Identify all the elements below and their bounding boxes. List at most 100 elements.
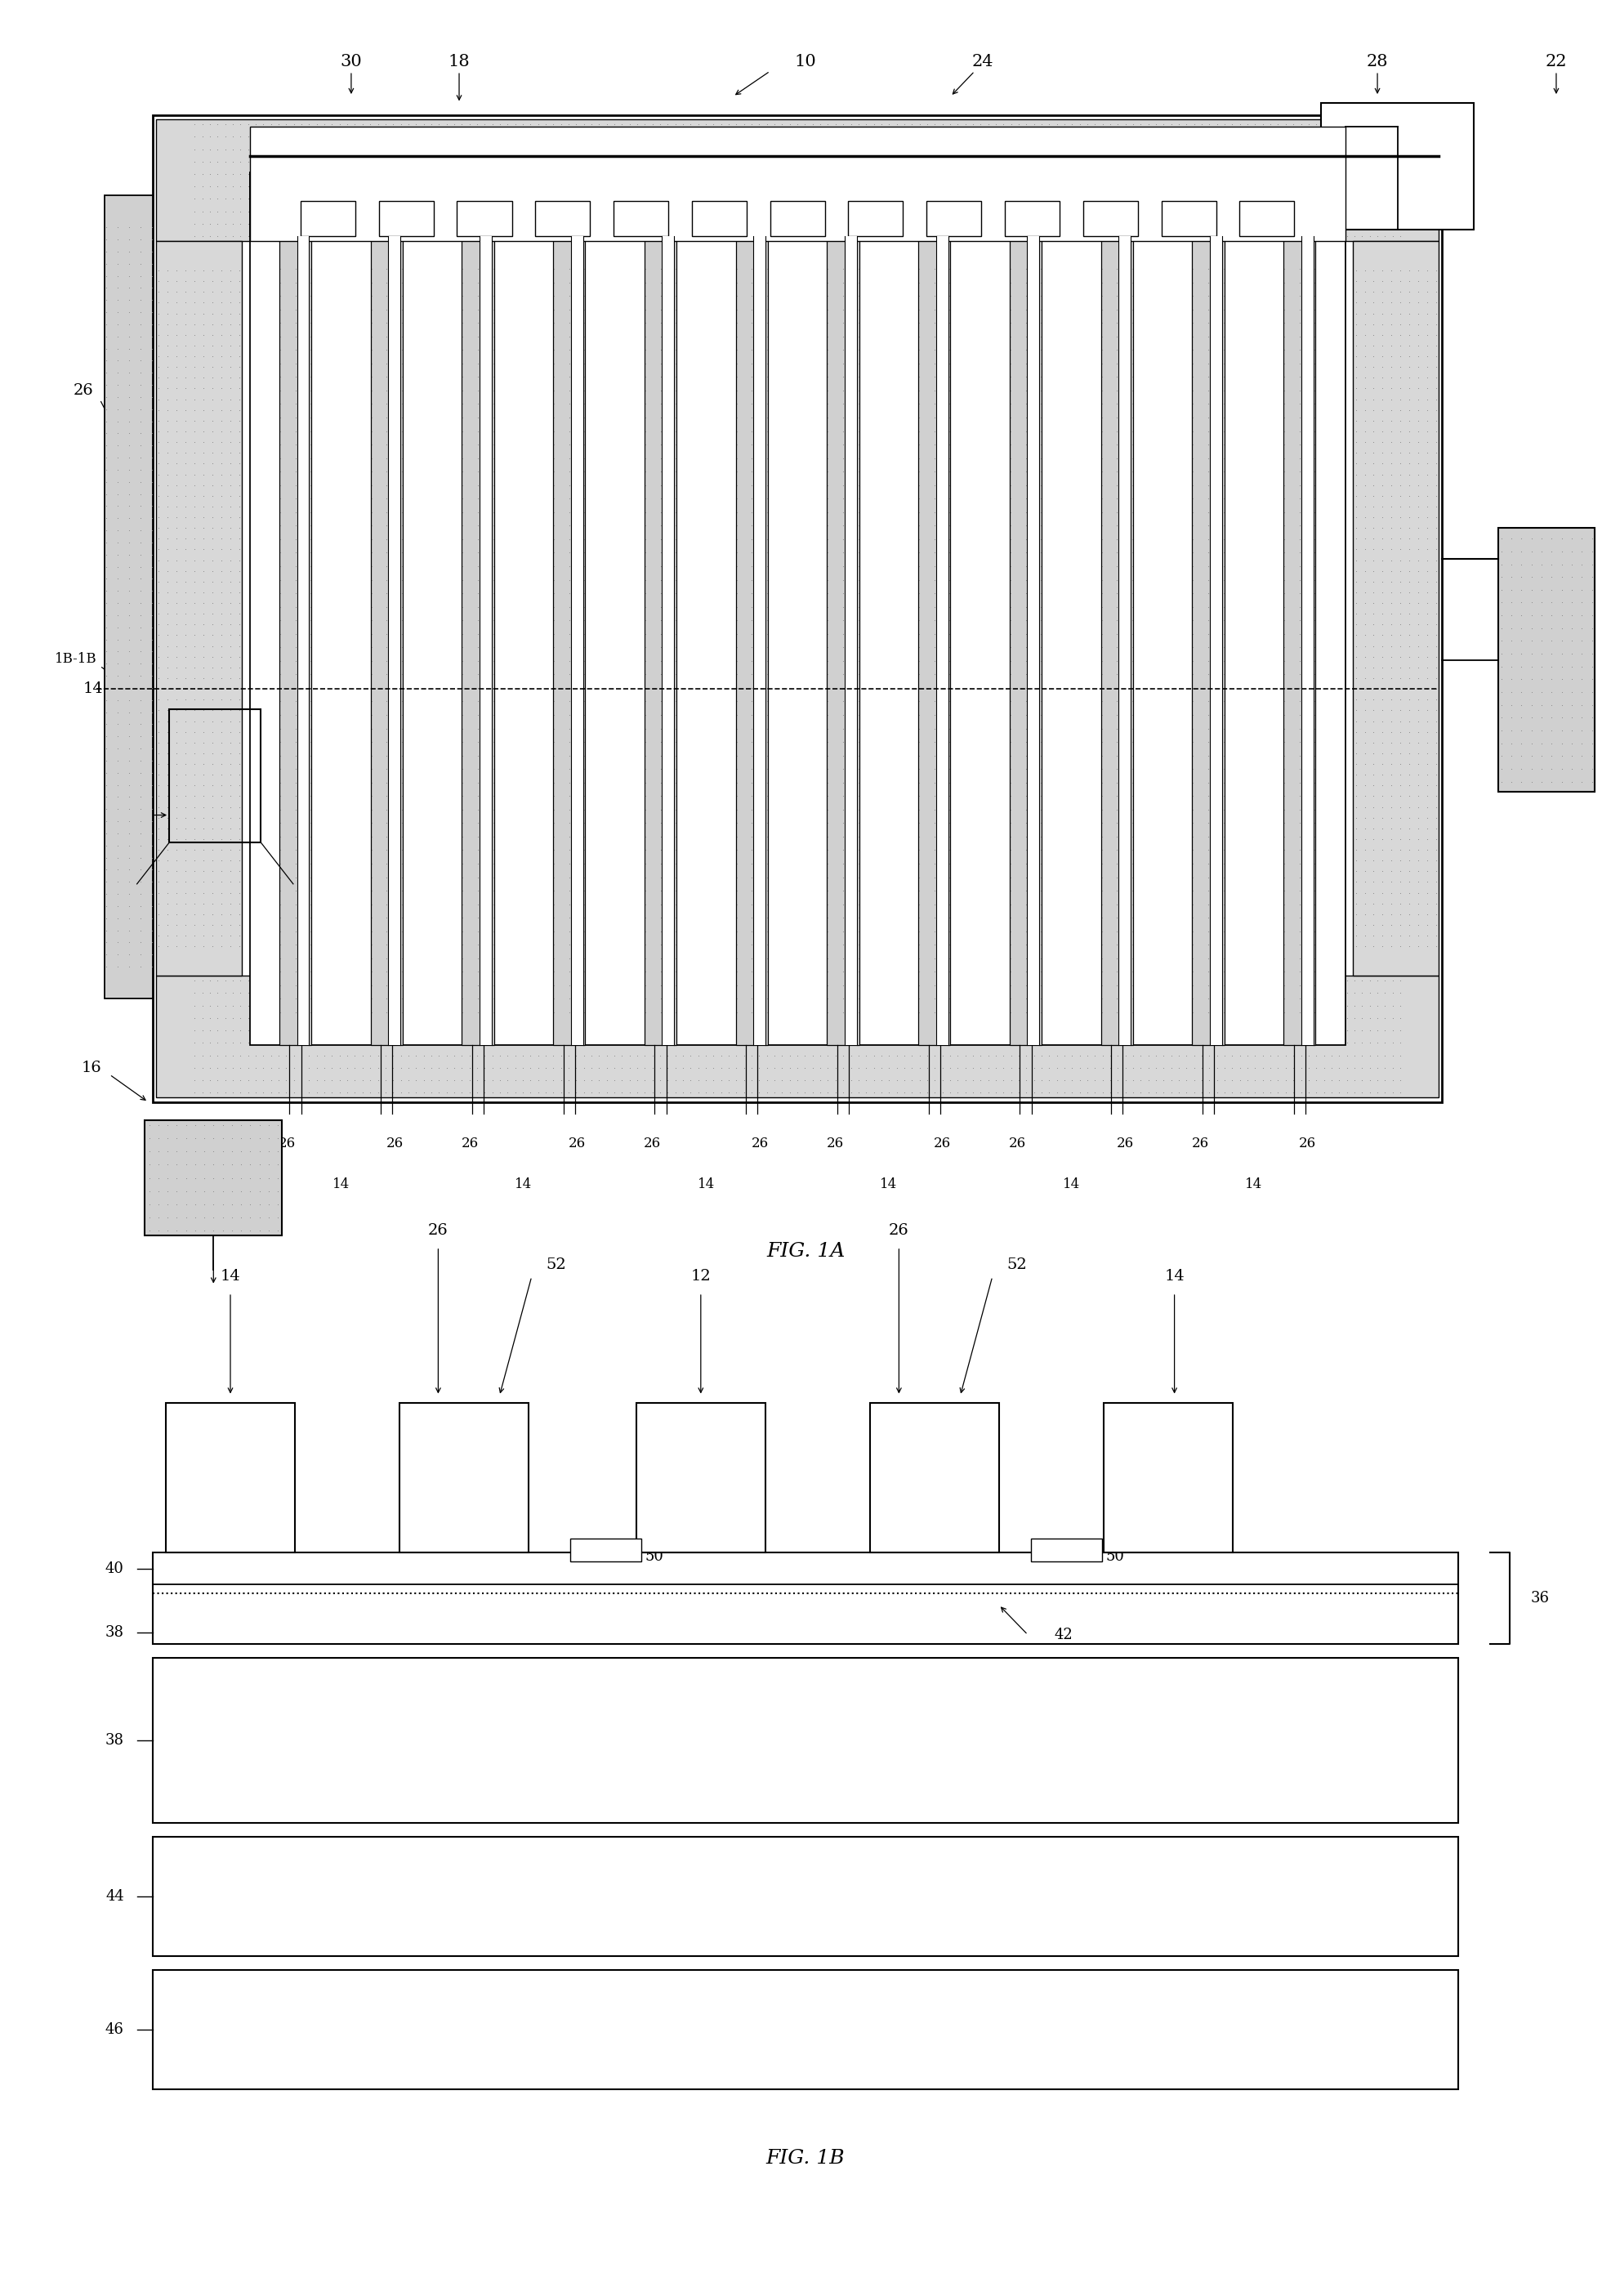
Point [921,914,947,951]
Point [480,967,506,1003]
Point [155,1107,180,1143]
Point [1058,119,1084,156]
Point [868,156,894,193]
Point [662,588,688,625]
Point [1302,250,1327,287]
Point [1128,962,1153,999]
Point [754,886,780,923]
Point [846,358,872,395]
Point [1120,218,1145,255]
Point [139,827,164,863]
Point [380,1038,406,1075]
Point [715,987,741,1024]
Point [1302,400,1327,436]
Point [172,928,198,964]
Point [172,542,198,579]
Point [267,507,293,544]
Point [1150,193,1176,230]
Point [876,1061,902,1097]
Point [105,464,130,501]
Point [572,792,598,829]
Point [395,976,420,1013]
Point [304,1013,330,1049]
Point [830,999,855,1035]
Point [1120,602,1145,638]
Point [403,987,429,1024]
Point [997,925,1023,962]
Point [1303,181,1329,218]
Point [219,1212,245,1249]
Point [1489,622,1514,659]
Point [93,889,119,925]
Point [921,588,947,625]
Point [1423,918,1448,955]
Point [1379,349,1405,386]
Point [754,452,780,489]
Point [723,452,749,489]
Point [876,142,902,179]
Point [1181,976,1207,1013]
Point [1013,1038,1039,1075]
Point [1369,338,1395,374]
Point [205,1038,230,1075]
Point [1228,1049,1253,1086]
Point [127,367,153,404]
Point [1144,962,1170,999]
Point [267,452,293,489]
Point [1013,602,1039,638]
Point [1174,1024,1200,1061]
Point [226,810,251,847]
Point [1013,643,1039,680]
Point [1036,119,1062,156]
Point [1379,928,1405,964]
Point [190,1049,216,1086]
Point [838,142,863,179]
Point [1579,673,1605,709]
Point [93,620,119,657]
Point [190,863,216,900]
Point [633,344,659,381]
Point [785,1013,810,1049]
Point [633,872,659,909]
Point [1083,999,1108,1035]
Point [723,980,749,1017]
Point [164,393,190,429]
Point [229,1120,255,1157]
Point [564,131,590,168]
Point [854,181,880,218]
Point [1361,863,1387,900]
Point [723,305,749,342]
Point [1271,804,1297,840]
Point [372,131,398,168]
Point [815,386,841,422]
Bar [480,236,491,1045]
Point [1356,193,1382,230]
Point [1356,976,1382,1013]
Point [1105,1024,1131,1061]
Point [807,1061,833,1097]
Point [648,976,673,1013]
Point [164,799,190,836]
Point [190,131,216,168]
Point [358,987,383,1024]
Point [1302,670,1327,707]
Point [466,358,491,395]
Point [1287,602,1313,638]
Bar [250,172,1345,236]
Point [633,953,659,990]
Point [556,1061,582,1097]
Point [570,119,596,156]
Point [190,393,216,429]
Point [1361,425,1387,461]
Point [541,765,567,801]
Point [388,967,414,1003]
Point [648,549,673,585]
Point [1228,106,1253,142]
Point [815,563,841,599]
Point [1028,900,1054,937]
Point [327,142,353,179]
Point [1013,535,1039,572]
Point [200,886,226,923]
Point [1289,204,1315,241]
Point [466,670,491,707]
